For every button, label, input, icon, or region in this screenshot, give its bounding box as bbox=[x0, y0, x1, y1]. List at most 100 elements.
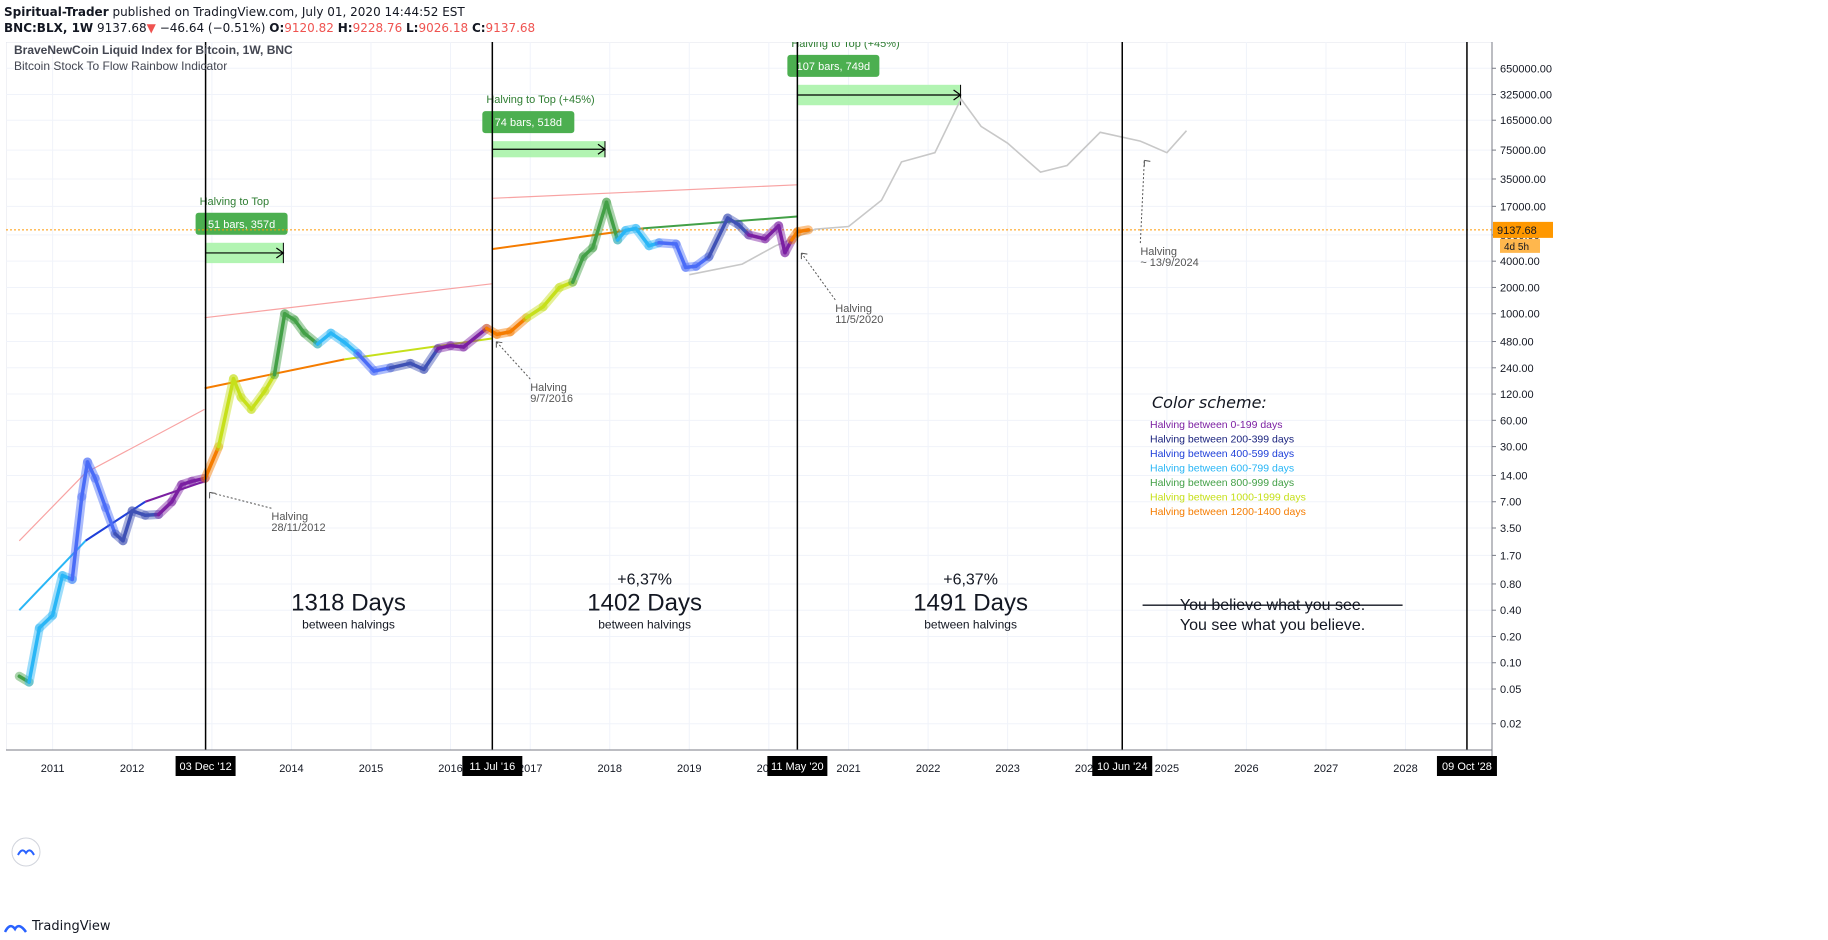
price-segment[interactable] bbox=[657, 241, 678, 246]
price-segment[interactable] bbox=[27, 626, 42, 684]
price-segment[interactable] bbox=[524, 305, 545, 320]
price-segment[interactable] bbox=[93, 476, 108, 510]
price-segment[interactable] bbox=[776, 223, 787, 255]
price-segment[interactable] bbox=[581, 246, 595, 259]
price-segment[interactable] bbox=[156, 499, 174, 517]
price-segment[interactable] bbox=[683, 264, 698, 270]
price-segment[interactable] bbox=[263, 372, 277, 393]
chart-svg[interactable]: 51 bars, 357d Halving to Top 74 bars, 518d… bbox=[6, 42, 1820, 906]
price-segment[interactable] bbox=[190, 476, 207, 484]
stf-model-segment[interactable] bbox=[491, 227, 643, 251]
range-heading: Halving to Top bbox=[200, 196, 270, 208]
period-days: 1491 Days bbox=[913, 590, 1028, 617]
price-segment[interactable] bbox=[342, 340, 360, 356]
x-marker-label: 11 May '20 bbox=[771, 761, 824, 773]
projection-series[interactable] bbox=[689, 97, 1188, 276]
price-segment[interactable] bbox=[37, 613, 55, 630]
price-segment[interactable] bbox=[436, 343, 453, 351]
color-scheme-item: Halving between 800-999 days bbox=[1150, 477, 1294, 489]
chart-title: BraveNewCoin Liquid Index for Bitcoin, 1… bbox=[14, 43, 293, 57]
price-segment[interactable] bbox=[17, 674, 31, 684]
annotation-date: 9/7/2016 bbox=[530, 393, 573, 405]
upper-band-series[interactable] bbox=[204, 283, 492, 319]
price-segment[interactable] bbox=[85, 460, 97, 481]
y-tick-label: 0.20 bbox=[1500, 631, 1521, 643]
x-tick-label: 2022 bbox=[916, 763, 940, 775]
price-segment[interactable] bbox=[570, 254, 585, 284]
price-segment[interactable] bbox=[239, 395, 254, 412]
period-days: 1318 Days bbox=[291, 590, 406, 617]
price-segment[interactable] bbox=[725, 216, 741, 227]
price-segment[interactable] bbox=[329, 331, 347, 345]
price-segment[interactable] bbox=[448, 343, 466, 349]
price-segment[interactable] bbox=[70, 494, 84, 582]
period-percent: +6,37% bbox=[943, 572, 998, 589]
price-segment[interactable] bbox=[302, 331, 320, 346]
y-tick-label: 7.00 bbox=[1500, 497, 1521, 509]
y-tick-label: 4000.00 bbox=[1500, 256, 1540, 268]
price-segment[interactable] bbox=[203, 444, 221, 481]
publish-line: Spiritual-Trader published on TradingVie… bbox=[4, 4, 535, 20]
price-segment[interactable] bbox=[216, 376, 236, 449]
price-segment[interactable] bbox=[272, 311, 287, 377]
price-segment[interactable] bbox=[50, 573, 65, 618]
price-segment[interactable] bbox=[508, 315, 529, 334]
upper-band-series[interactable] bbox=[491, 184, 798, 199]
price-segment[interactable] bbox=[736, 222, 751, 237]
price-segment[interactable] bbox=[615, 228, 628, 242]
price-segment[interactable] bbox=[80, 460, 90, 499]
price-segment[interactable] bbox=[541, 285, 562, 309]
stf-model-segment[interactable] bbox=[84, 500, 146, 542]
price-change: −46.64 (−0.51%) bbox=[159, 21, 266, 35]
price-segment[interactable] bbox=[143, 512, 161, 518]
price-segment[interactable] bbox=[231, 376, 243, 400]
x-marker-badge bbox=[462, 756, 523, 776]
price-segment[interactable] bbox=[179, 479, 194, 487]
y-tick-label: 17000.00 bbox=[1500, 201, 1546, 213]
stf-model-segment[interactable] bbox=[642, 215, 798, 230]
tradingview-badge[interactable] bbox=[11, 837, 41, 867]
price-segment[interactable] bbox=[422, 346, 440, 372]
price-segment[interactable] bbox=[170, 482, 184, 504]
price-tag[interactable] bbox=[1493, 221, 1553, 238]
price-segment[interactable] bbox=[130, 509, 147, 518]
y-tick-label: 14.00 bbox=[1500, 470, 1528, 482]
price-segment[interactable] bbox=[408, 361, 426, 372]
price-segment[interactable] bbox=[604, 200, 620, 242]
price-segment[interactable] bbox=[763, 223, 781, 241]
y-tick-label: 75000.00 bbox=[1500, 145, 1546, 157]
price-segment[interactable] bbox=[783, 238, 794, 255]
last-price: 9137.68 bbox=[97, 21, 147, 35]
price-segment[interactable] bbox=[249, 389, 267, 412]
price-segment[interactable] bbox=[795, 228, 811, 234]
annotation-date: 11/5/2020 bbox=[835, 314, 883, 326]
stf-model-segment[interactable] bbox=[144, 480, 205, 503]
price-segment[interactable] bbox=[121, 509, 134, 543]
price-segment[interactable] bbox=[707, 216, 730, 259]
price-segment[interactable] bbox=[282, 311, 297, 322]
price-segment[interactable] bbox=[694, 254, 711, 268]
y-tick-label: 1000.00 bbox=[1500, 309, 1540, 321]
footer-brand[interactable]: TradingView bbox=[4, 919, 111, 934]
price-segment[interactable] bbox=[461, 326, 489, 349]
color-scheme-item: Halving between 200-399 days bbox=[1150, 434, 1294, 446]
price-segment[interactable] bbox=[355, 351, 376, 373]
x-marker-label: 11 Jul '16 bbox=[469, 761, 515, 773]
price-segment[interactable] bbox=[388, 361, 413, 370]
price-segment[interactable] bbox=[634, 226, 651, 248]
price-segment[interactable] bbox=[103, 505, 117, 536]
price-segment[interactable] bbox=[591, 200, 609, 250]
price-segment[interactable] bbox=[674, 242, 688, 270]
price-segment[interactable] bbox=[292, 318, 307, 335]
price-segment[interactable] bbox=[747, 233, 767, 241]
price-segment[interactable] bbox=[315, 331, 333, 346]
price-segment[interactable] bbox=[495, 330, 512, 337]
plot-area[interactable] bbox=[6, 42, 1493, 751]
x-tick-label: 2026 bbox=[1234, 763, 1258, 775]
x-marker-badge bbox=[1092, 756, 1153, 776]
open-label: O: bbox=[269, 21, 285, 35]
price-segment[interactable] bbox=[557, 280, 575, 290]
price-segment[interactable] bbox=[372, 366, 393, 373]
x-tick-label: 2015 bbox=[359, 763, 383, 775]
author-name[interactable]: Spiritual-Trader bbox=[4, 5, 109, 19]
